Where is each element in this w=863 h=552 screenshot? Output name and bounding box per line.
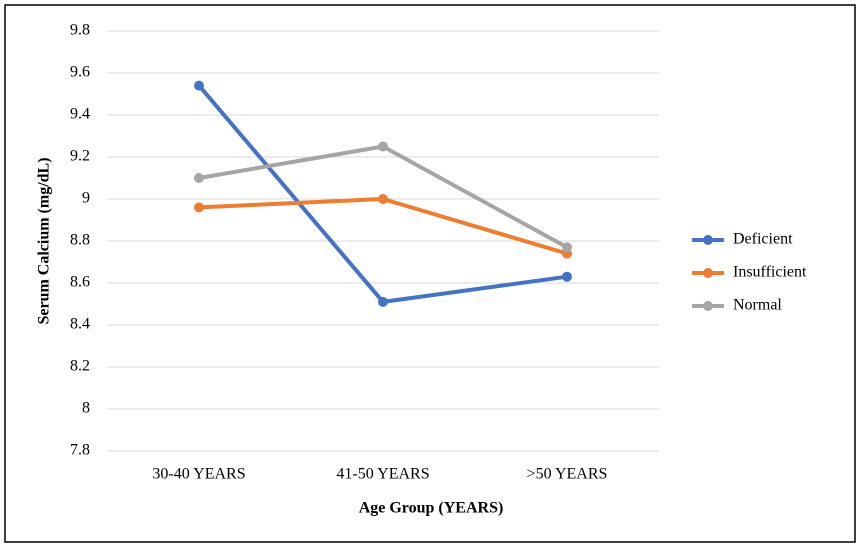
legend-label: Insufficient <box>733 264 807 281</box>
data-point <box>194 202 204 213</box>
data-point <box>562 242 572 253</box>
y-tick-label: 8.2 <box>70 358 90 375</box>
y-tick-label: 8.8 <box>70 232 90 249</box>
y-axis-title: Serum Calcium (mg/dL) <box>36 157 53 324</box>
y-tick-label: 8.4 <box>70 316 90 333</box>
x-tick-label: 41-50 YEARS <box>336 466 429 483</box>
y-tick-label: 9 <box>82 190 90 207</box>
y-tick-label: 9.6 <box>70 64 90 81</box>
legend-marker <box>703 268 713 278</box>
x-tick-label: 30-40 YEARS <box>152 466 245 483</box>
legend-label: Normal <box>733 297 782 314</box>
y-tick-label: 7.8 <box>70 442 90 459</box>
data-point <box>562 271 572 282</box>
y-tick-label: 9.8 <box>70 22 90 39</box>
legend-label: Deficient <box>733 231 793 248</box>
data-point <box>378 296 388 307</box>
y-tick-label: 9.4 <box>70 106 90 123</box>
x-tick-label: >50 YEARS <box>527 466 608 483</box>
y-tick-label: 9.2 <box>70 148 90 165</box>
legend-marker <box>703 235 713 245</box>
x-axis-title: Age Group (YEARS) <box>359 500 504 517</box>
y-tick-label: 8 <box>82 400 90 417</box>
chart-border <box>4 4 856 543</box>
data-point <box>378 194 388 204</box>
y-tick-label: 8.6 <box>70 274 90 291</box>
data-point <box>378 141 388 152</box>
data-point <box>194 80 204 91</box>
legend-marker <box>703 301 713 311</box>
data-point <box>194 173 204 183</box>
